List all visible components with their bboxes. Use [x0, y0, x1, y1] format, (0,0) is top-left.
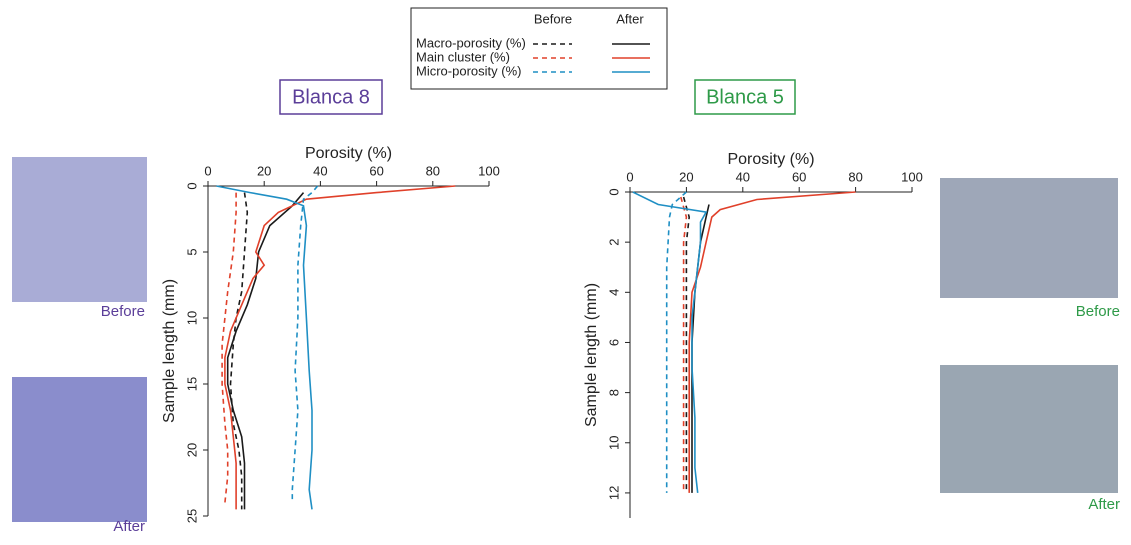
- image-after: [12, 377, 147, 522]
- x-tick-label: 100: [478, 163, 500, 178]
- y-tick-label: 0: [606, 188, 621, 195]
- y-tick-label: 4: [606, 289, 621, 296]
- x-tick-label: 60: [369, 163, 383, 178]
- y-tick-label: 20: [184, 443, 199, 457]
- chart-title: Blanca 8: [292, 86, 370, 108]
- image-label: After: [113, 518, 145, 535]
- series-line: [229, 192, 249, 510]
- chart-title: Blanca 5: [706, 86, 784, 108]
- y-tick-label: 5: [184, 248, 199, 255]
- image-before: [940, 178, 1118, 298]
- x-tick-label: 40: [313, 163, 327, 178]
- legend-label: Macro-porosity (%): [416, 35, 526, 50]
- y-tick-label: 10: [606, 436, 621, 450]
- y-tick-label: 2: [606, 239, 621, 246]
- legend-header: Before: [534, 11, 572, 26]
- x-tick-label: 0: [204, 163, 211, 178]
- series-line: [665, 191, 687, 493]
- y-tick-label: 0: [184, 182, 199, 189]
- x-tick-label: 80: [426, 163, 440, 178]
- legend-header: After: [616, 11, 644, 26]
- x-tick-label: 80: [848, 169, 862, 184]
- legend-label: Micro-porosity (%): [416, 63, 521, 78]
- series-line: [632, 191, 708, 493]
- image-label: Before: [101, 303, 145, 320]
- x-tick-label: 20: [679, 169, 693, 184]
- series-line: [682, 196, 691, 493]
- y-tick-label: 10: [184, 311, 199, 325]
- series-line: [216, 185, 313, 510]
- series-line: [291, 185, 319, 503]
- legend-label: Main cluster (%): [416, 49, 510, 64]
- series-line: [680, 196, 688, 493]
- y-tick-label: 8: [606, 389, 621, 396]
- title-box: [279, 79, 383, 115]
- y-axis-title: Sample length (mm): [583, 283, 600, 427]
- y-tick-label: 15: [184, 377, 199, 391]
- x-tick-label: 100: [901, 169, 923, 184]
- title-box: [694, 79, 796, 115]
- series-line: [221, 192, 237, 503]
- x-tick-label: 0: [626, 169, 633, 184]
- x-tick-label: 60: [792, 169, 806, 184]
- legend-box: [410, 7, 668, 90]
- x-axis-title: Porosity (%): [305, 145, 392, 162]
- image-label: Before: [1076, 303, 1120, 320]
- series-line: [226, 192, 305, 510]
- image-label: After: [1088, 496, 1120, 513]
- x-axis-title: Porosity (%): [727, 151, 814, 168]
- y-tick-label: 25: [184, 509, 199, 523]
- y-axis-title: Sample length (mm): [161, 279, 178, 423]
- image-after: [940, 365, 1118, 493]
- image-before: [12, 157, 147, 302]
- series-line: [688, 191, 856, 493]
- x-tick-label: 40: [736, 169, 750, 184]
- y-tick-label: 12: [606, 486, 621, 500]
- y-tick-label: 6: [606, 339, 621, 346]
- x-tick-label: 20: [257, 163, 271, 178]
- series-line: [224, 185, 456, 510]
